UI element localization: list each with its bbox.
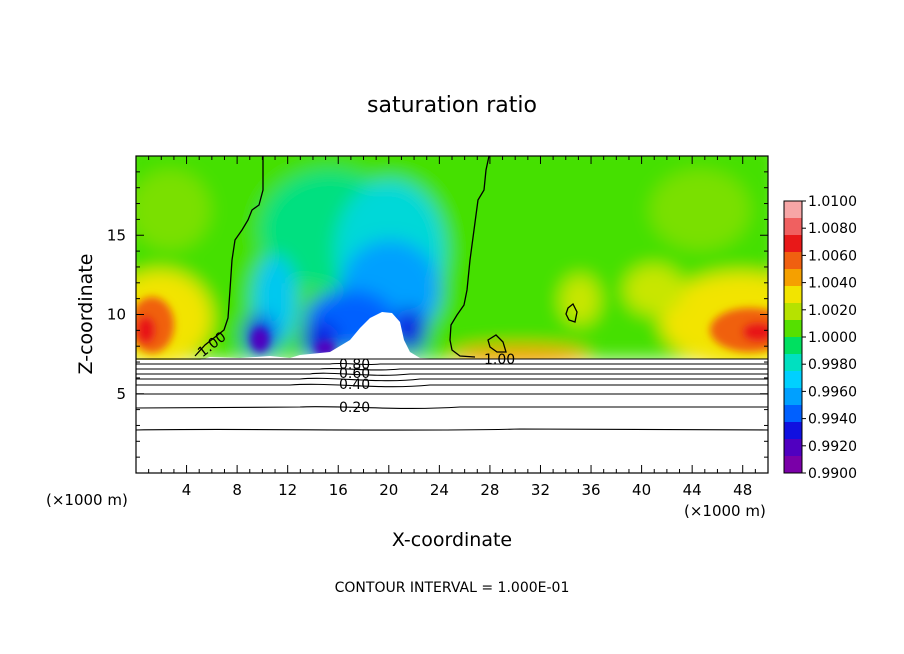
x-tick-label: 24 <box>430 481 449 499</box>
colorbar-swatch <box>784 388 802 406</box>
x-tick-label: 28 <box>480 481 499 499</box>
contour-label: 0.60 <box>339 366 370 382</box>
colorbar-swatch <box>784 269 802 287</box>
colorbar-swatch <box>784 456 802 474</box>
contour-label: 0.20 <box>339 400 370 416</box>
colorbar-label: 1.0060 <box>808 248 857 264</box>
colorbar-swatch <box>784 439 802 457</box>
y-tick-label: 10 <box>107 306 126 324</box>
y-axis-label: Z-coordinate <box>75 254 97 375</box>
colorbar-label: 1.0020 <box>808 303 857 319</box>
y-axis-ticks: 5 10 15 <box>107 171 768 458</box>
colorbar-swatch <box>784 422 802 440</box>
colorbar-swatch <box>784 286 802 304</box>
contour-interval-note: CONTOUR INTERVAL = 1.000E-01 <box>335 580 570 596</box>
x-tick-label: 20 <box>379 481 398 499</box>
saturation-field <box>136 156 768 473</box>
x-axis-label: X-coordinate <box>392 529 512 551</box>
contour-lines-one <box>194 156 578 358</box>
contour-label: 0.80 <box>339 357 370 373</box>
contour-lines-lower <box>135 358 769 431</box>
colorbar-swatch <box>784 201 802 219</box>
x-tick-label: 48 <box>733 481 752 499</box>
colorbar-swatch <box>784 371 802 389</box>
colorbar-label: 1.0080 <box>808 221 857 237</box>
x-tick-label: 32 <box>531 481 550 499</box>
colorbar-swatch <box>784 235 802 253</box>
chart-title: saturation ratio <box>367 93 537 118</box>
x-unit-left: (×1000 m) <box>46 491 128 509</box>
colorbar-label: 1.0100 <box>808 194 857 210</box>
colorbar-swatch <box>784 405 802 423</box>
colorbar-label: 1.0000 <box>808 330 857 346</box>
colorbar-swatch <box>784 320 802 338</box>
colorbar-swatch <box>784 337 802 355</box>
x-unit-right: (×1000 m) <box>684 502 766 520</box>
x-tick-label: 12 <box>278 481 297 499</box>
colorbar-label: 1.0040 <box>808 276 857 292</box>
x-tick-label: 8 <box>232 481 242 499</box>
x-tick-label: 40 <box>632 481 651 499</box>
colorbar-swatch <box>784 303 802 321</box>
colorbar-label: 0.9920 <box>808 439 857 455</box>
x-tick-label: 36 <box>581 481 600 499</box>
colorbar-swatch <box>784 354 802 372</box>
colorbar-label: 0.9900 <box>808 466 857 482</box>
contour-label: 1.00 <box>484 352 515 368</box>
x-tick-label: 4 <box>182 481 192 499</box>
colorbar-label: 0.9980 <box>808 357 857 373</box>
y-tick-label: 5 <box>116 385 126 403</box>
x-tick-label: 44 <box>683 481 702 499</box>
colorbar: 1.0100 1.0080 1.0060 1.0040 1.0020 1.0000 0.99… <box>783 194 857 482</box>
contour-label: 0.40 <box>339 377 370 393</box>
y-tick-label: 15 <box>107 226 126 244</box>
colorbar-swatch <box>784 218 802 236</box>
x-tick-label: 16 <box>329 481 348 499</box>
colorbar-label: 0.9940 <box>808 412 857 428</box>
colorbar-label: 0.9960 <box>808 384 857 400</box>
colorbar-swatch <box>784 252 802 270</box>
x-axis-ticks: 4 8 12 16 20 24 28 32 36 40 44 48 <box>148 156 756 499</box>
